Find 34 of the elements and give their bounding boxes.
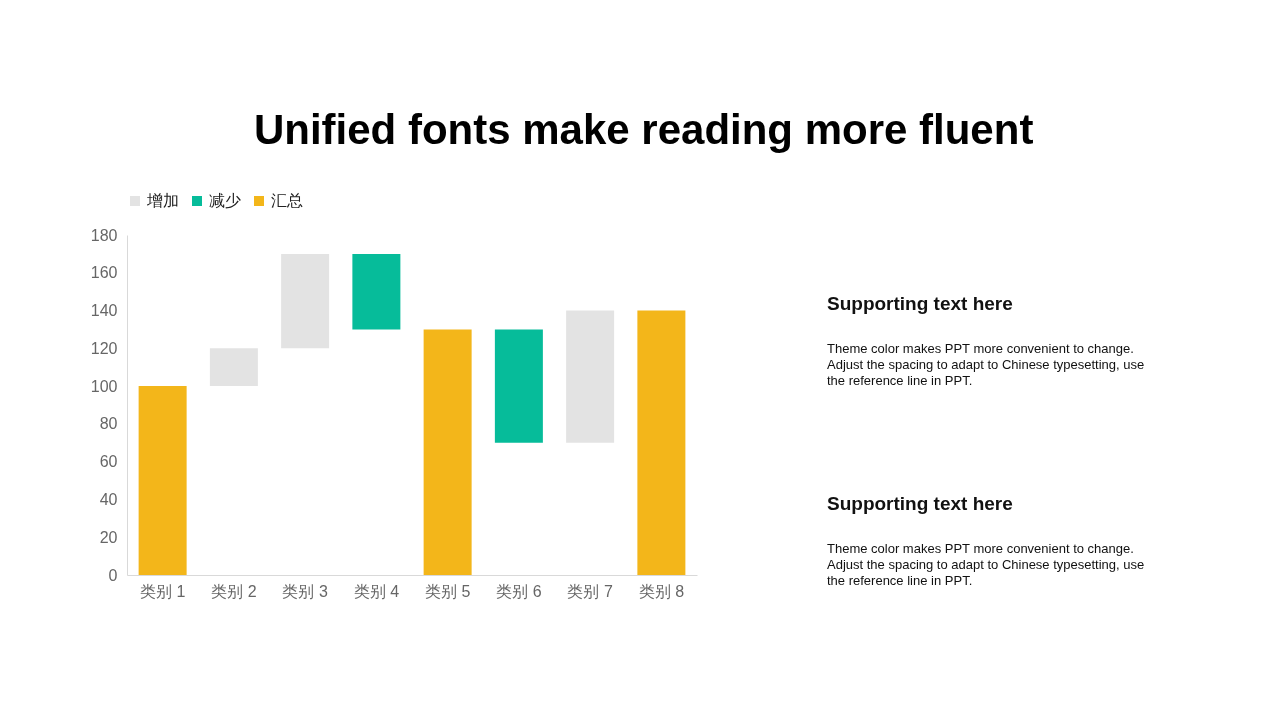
y-tick-label: 120 [90,339,118,357]
y-tick-label: 0 [108,566,118,584]
x-tick-label: 类别 4 [353,582,400,600]
bar [637,310,686,575]
y-tick-label: 60 [99,453,118,471]
x-tick-label: 类别 1 [139,582,186,600]
y-tick-label: 160 [90,264,118,282]
x-tick-label: 类别 6 [496,582,542,600]
bar [209,348,258,387]
x-tick-label: 类别 8 [638,582,685,600]
text: Theme color makes PPT more convenient to change. Adjust the spacing to adapt to Chinese typesetting, use the reference line in PPT. [827,341,1145,388]
x-tick-label: 类别 7 [567,582,613,600]
x-tick-label: 类别 5 [424,582,471,600]
text: Theme color makes PPT more convenient to change. Adjust the spacing to adapt to Chinese typesetting, use the reference line in PPT. [827,541,1145,588]
bar [138,386,187,575]
legend-label: 增加 [146,192,179,209]
chart-title: Unified fonts make reading more fluent [253,106,1034,153]
text: Supporting text here [827,493,1013,514]
y-tick-label: 140 [90,302,118,320]
text: Supporting text here [827,293,1013,314]
x-tick-label: 类别 2 [211,582,257,600]
y-tick-label: 100 [90,377,118,395]
bar [352,253,401,330]
y-tick-label: 180 [90,226,118,244]
y-tick-label: 80 [99,415,118,433]
x-tick-label: 类别 3 [282,582,328,600]
y-tick-label: 40 [99,490,118,508]
legend-label: 汇总 [271,192,303,209]
legend-label: 减少 [209,192,241,209]
bar [281,253,330,349]
bar [566,310,615,443]
bar [494,329,543,443]
y-tick-label: 20 [99,528,118,546]
bar [423,329,472,575]
